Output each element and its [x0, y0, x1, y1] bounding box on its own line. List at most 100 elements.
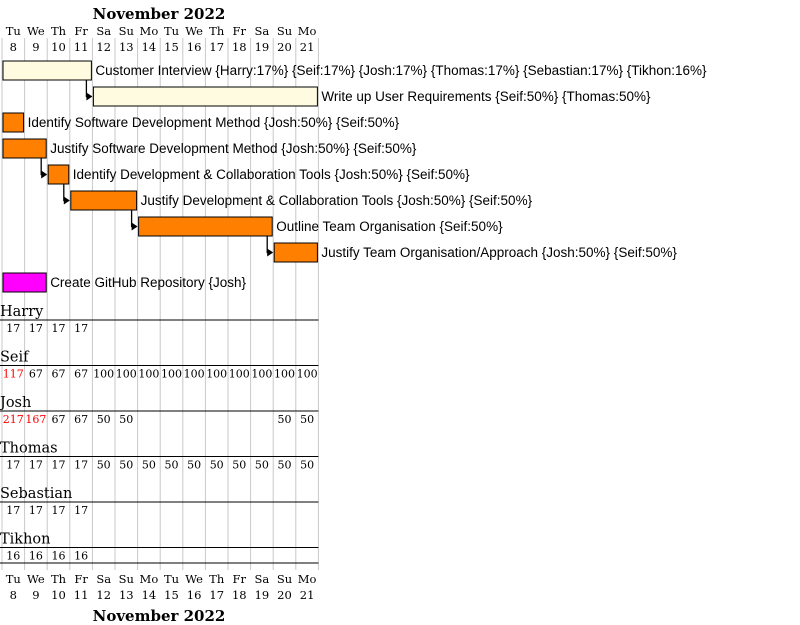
header-top-date: 16: [187, 40, 202, 54]
resource-name: Seif: [0, 350, 30, 366]
arrow-head-icon: [41, 170, 48, 179]
header-bottom-date: 18: [232, 588, 247, 602]
load-value: 50: [255, 459, 269, 472]
task-label: Create GitHub Repository {Josh}: [50, 275, 246, 290]
header-top-date: 11: [74, 40, 89, 54]
task-bar: [47, 164, 70, 185]
load-value: 100: [184, 368, 205, 381]
load-value: 17: [29, 504, 43, 517]
task-label: Justify Team Organisation/Approach {Josh…: [321, 245, 677, 260]
load-value: 50: [97, 459, 111, 472]
load-value: 100: [251, 368, 272, 381]
task-label: Customer Interview {Harry:17%} {Seif:17%…: [95, 63, 707, 78]
header-bottom-date: 11: [74, 588, 89, 602]
load-value: 50: [119, 413, 133, 426]
load-value: 100: [138, 368, 159, 381]
header-top-dow: Tu: [164, 24, 179, 38]
header-bottom-dow: Th: [209, 572, 225, 586]
task-bar: [2, 60, 92, 81]
load-value: 100: [274, 368, 295, 381]
header-top-date: 13: [119, 40, 134, 54]
load-value: 17: [29, 322, 43, 335]
load-value: 50: [142, 459, 156, 472]
header-top-dow: Su: [119, 24, 134, 38]
day-header-bottom: Tu 8 We 9 Th 10 Fr 11 Sa 12 Su 13 Mo 14 Tu 15 We 16 Th 17 Fr…: [6, 572, 317, 602]
header-top-date: 8: [10, 40, 17, 54]
header-bottom-date: 20: [277, 588, 292, 602]
task-label: Outline Team Organisation {Seif:50%}: [276, 219, 503, 234]
header-bottom-date: 10: [51, 588, 66, 602]
load-value: 16: [6, 550, 20, 563]
header-top-dow: Fr: [233, 24, 247, 38]
header-top-dow: Sa: [96, 24, 111, 38]
header-bottom-date: 21: [300, 588, 315, 602]
header-bottom-dow: Fr: [74, 572, 88, 586]
task-label: Write up User Requirements {Seif:50%} {T…: [321, 89, 651, 104]
arrow-head-icon: [131, 222, 138, 231]
load-value: 100: [229, 368, 250, 381]
month-title-bottom: November 2022: [93, 607, 226, 625]
load-value: 17: [52, 459, 66, 472]
header-top-date: 21: [300, 40, 315, 54]
load-value: 17: [52, 322, 66, 335]
task-bar: [2, 272, 47, 293]
load-value: 50: [119, 459, 133, 472]
header-top-date: 12: [96, 40, 111, 54]
header-top-dow: We: [185, 24, 203, 38]
header-top-date: 20: [277, 40, 292, 54]
load-value: 100: [206, 368, 227, 381]
header-top-dow: Fr: [74, 24, 88, 38]
load-value: 17: [29, 459, 43, 472]
load-value: 17: [74, 504, 88, 517]
header-bottom-date: 16: [187, 588, 202, 602]
load-value: 50: [97, 413, 111, 426]
task-bar: [2, 112, 25, 133]
header-top-dow: Th: [209, 24, 225, 38]
header-bottom-date: 12: [96, 588, 111, 602]
header-top-date: 18: [232, 40, 247, 54]
header-bottom-dow: Tu: [6, 572, 21, 586]
task-bar: [92, 86, 318, 107]
header-top-dow: Th: [51, 24, 67, 38]
header-top-date: 10: [51, 40, 66, 54]
header-bottom-dow: Sa: [255, 572, 270, 586]
header-top-dow: Tu: [6, 24, 21, 38]
load-value: 67: [52, 413, 66, 426]
task-label: Justify Development & Collaboration Tool…: [141, 193, 533, 208]
load-value: 17: [6, 322, 20, 335]
header-bottom-dow: Mo: [140, 572, 159, 586]
header-bottom-date: 17: [209, 588, 224, 602]
load-value: 17: [6, 504, 20, 517]
arrow-head-icon: [267, 248, 274, 257]
resource-name: Sebastian: [0, 486, 72, 502]
header-bottom-date: 13: [119, 588, 134, 602]
month-title-top: November 2022: [93, 5, 226, 23]
day-grid: [1, 38, 319, 570]
header-bottom-date: 8: [10, 588, 17, 602]
load-value: 67: [74, 413, 88, 426]
task-label: Justify Software Development Method {Jos…: [50, 141, 417, 156]
task-bar: [2, 138, 47, 159]
header-bottom-dow: Mo: [298, 572, 317, 586]
arrow-head-icon: [86, 92, 93, 101]
load-value: 100: [161, 368, 182, 381]
task-bars: Customer Interview {Harry:17%} {Seif:17%…: [2, 60, 707, 293]
resource-name: Thomas: [0, 441, 58, 457]
load-value: 100: [116, 368, 137, 381]
load-value: 17: [52, 504, 66, 517]
load-value: 67: [74, 368, 88, 381]
header-bottom-dow: Tu: [164, 572, 179, 586]
load-value: 67: [29, 368, 43, 381]
header-top-dow: Mo: [140, 24, 159, 38]
load-value: 67: [52, 368, 66, 381]
resource-name: Tikhon: [0, 532, 51, 548]
task-bar: [273, 242, 318, 263]
header-top-dow: Sa: [255, 24, 270, 38]
load-value: 16: [29, 550, 43, 563]
header-bottom-dow: Th: [51, 572, 67, 586]
header-bottom-dow: Fr: [233, 572, 247, 586]
header-top-date: 15: [164, 40, 179, 54]
load-value: 117: [3, 368, 24, 381]
